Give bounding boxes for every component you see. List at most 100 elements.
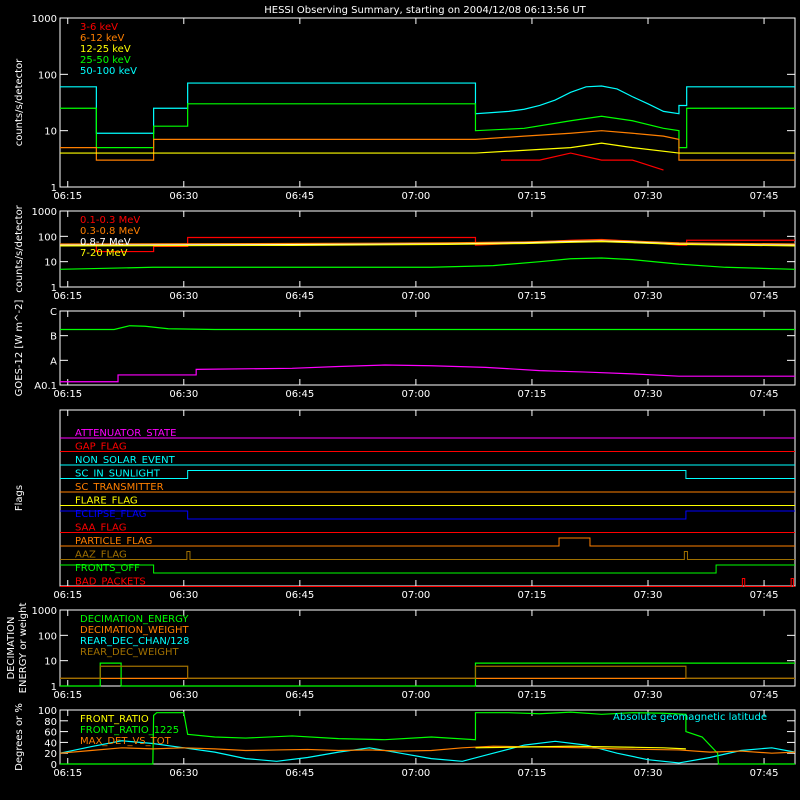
x-tick-label: 07:15 [518,389,547,400]
flag-line-particle_flag [60,537,795,547]
y-axis-label: GOES-12 [W m^-2] [14,300,25,397]
x-tick-label: 06:45 [285,690,314,701]
x-tick-label: 06:45 [285,768,314,779]
series-line-7-20-mev [59,240,796,247]
y-tick-label: C [50,307,57,318]
x-tick-label: 06:30 [169,389,198,400]
flag-label: ATTENUATOR_STATE [75,428,176,439]
x-tick-label: 07:00 [401,291,430,302]
flag-label: FLARE_FLAG [75,496,138,507]
flag-line-fronts_off [60,564,795,574]
series-line-25-50-kev [60,103,795,149]
x-tick-label: 07:00 [401,768,430,779]
legend-entry: REAR_DEC_WEIGHT [80,647,179,658]
flag-line-eclipse_flag [60,510,795,520]
y-tick-label: 1 [51,183,57,194]
flag-label: ECLIPSE_FLAG [75,509,146,520]
legend-entry: DECIMATION_ENERGY [80,614,189,625]
legend-entry: 7-20 MeV [80,248,128,259]
x-tick-label: 07:00 [401,590,430,601]
legend-entry: DECIMATION_WEIGHT [80,625,189,636]
y-tick-label: 10 [44,258,57,269]
series-line-front-ratio-1225 [60,711,795,765]
x-tick-label: 06:15 [53,590,82,601]
series-line-0-3-0-8-mev [59,239,796,245]
legend-entry: 6-12 keV [80,33,124,44]
x-tick-label: 06:45 [285,389,314,400]
y-axis-label: ENERGY or weight [18,603,29,694]
x-tick-label: 07:00 [401,690,430,701]
x-tick-label: 07:15 [518,291,547,302]
x-tick-label: 07:15 [518,590,547,601]
y-tick-label: 100 [38,631,57,642]
series-line-3-6-kev [501,152,664,171]
y-tick-label: 1 [51,682,57,693]
x-tick-label: 06:15 [53,191,82,202]
x-tick-label: 06:45 [285,191,314,202]
x-tick-label: 06:30 [169,291,198,302]
panel-frame-p2 [59,210,796,288]
x-tick-label: 07:30 [634,191,663,202]
chart-title: HESSI Observing Summary, starting on 200… [264,5,586,16]
x-tick-label: 07:30 [634,291,663,302]
flag-line-bad_packets [60,578,795,587]
legend-entry: 0.8-7 MeV [80,237,131,248]
flag-line-aaz_flag [60,551,795,560]
x-tick-label: 07:00 [401,191,430,202]
y-tick-label: 100 [38,70,57,81]
x-tick-label: 07:45 [750,590,779,601]
y-axis-label: counts/s/detector [14,204,25,292]
x-tick-label: 06:30 [169,590,198,601]
x-tick-label: 07:30 [634,590,663,601]
x-tick-label: 06:30 [169,768,198,779]
legend-entry: 25-50 keV [80,55,131,66]
series-line-12-25-kev [60,142,795,154]
series-line-max-det-vs-tot [59,745,796,754]
flag-label: GAP_FLAG [75,442,127,453]
y-tick-label: 1 [51,283,57,294]
flag-label: BAD_PACKETS [75,577,146,588]
annotation-label: Absolute geomagnetic latitude [613,712,767,723]
x-tick-label: 07:15 [518,768,547,779]
y-tick-label: 100 [38,706,57,717]
flag-label: FRONTS_OFF [75,563,140,574]
legend-entry: FRONT_RATIO [80,714,149,725]
x-tick-label: 06:30 [169,690,198,701]
series-line-6-12-kev [60,130,795,161]
y-tick-label: 40 [44,738,57,749]
y-tick-label: 100 [38,232,57,243]
y-tick-label: 80 [44,717,57,728]
y-axis-label: Degrees or % [14,703,25,771]
x-tick-label: 07:30 [634,768,663,779]
y-tick-label: 60 [44,728,57,739]
x-tick-label: 07:00 [401,389,430,400]
y-tick-label: 1000 [32,606,57,617]
flag-label: NON_SOLAR_EVENT [75,455,176,466]
y-tick-label: 1000 [32,207,57,218]
legend-entry: 12-25 keV [80,44,131,55]
series-line-green [60,325,795,331]
panel-frame-p6 [59,709,796,765]
x-tick-label: 06:15 [53,291,82,302]
x-tick-label: 07:30 [634,690,663,701]
x-tick-label: 07:15 [518,690,547,701]
x-tick-label: 07:45 [750,291,779,302]
y-axis-label: Flags [14,485,25,511]
flag-label: SAA_FLAG [75,523,126,534]
legend-entry: 0.1-0.3 MeV [80,215,140,226]
y-tick-label: 20 [44,749,57,760]
y-tick-label: A [50,356,57,367]
flag-label: AAZ_FLAG [75,550,127,561]
x-tick-label: 07:45 [750,191,779,202]
y-axis-label: DECIMATION [6,616,17,679]
flag-label: SC_IN_SUNLIGHT [75,469,161,480]
x-tick-label: 06:30 [169,191,198,202]
panel-frame-p3 [59,310,796,386]
x-tick-label: 06:15 [53,768,82,779]
legend-entry: 0.3-0.8 MeV [80,226,140,237]
x-tick-label: 07:30 [634,389,663,400]
x-tick-label: 06:15 [53,389,82,400]
y-tick-label: 1000 [32,14,57,25]
series-line-front-ratio [475,745,686,750]
series-line-green [59,257,796,270]
